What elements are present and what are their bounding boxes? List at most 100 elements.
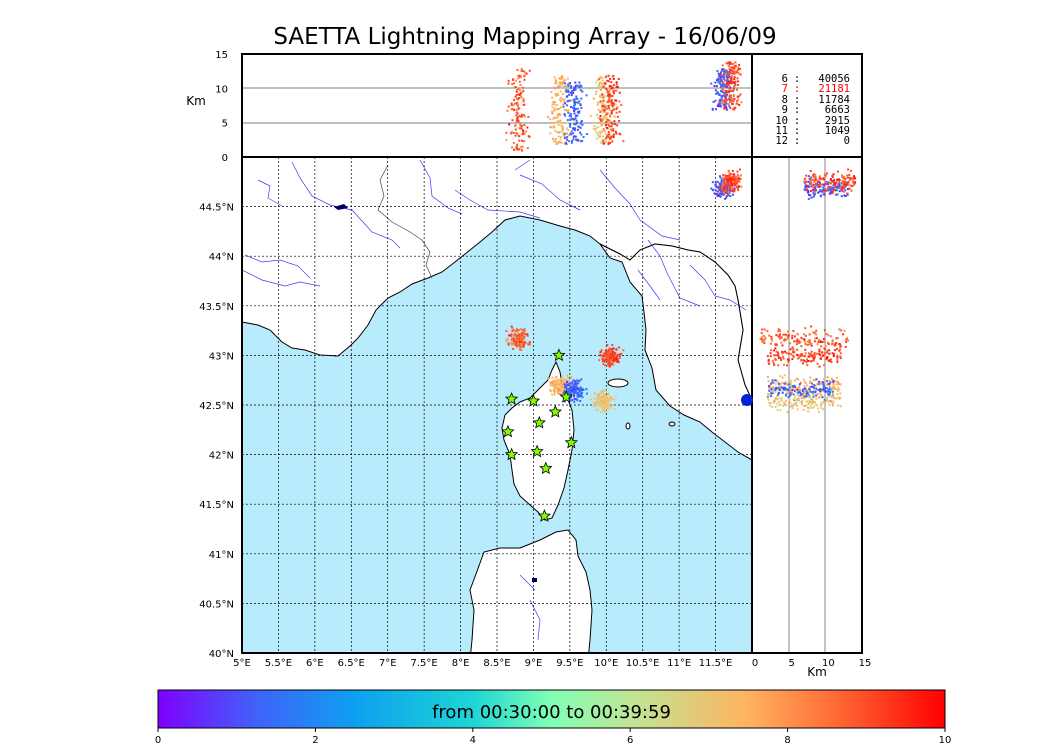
lon-tick-label: 9.5°E — [556, 658, 583, 669]
lightning-altitude-point — [595, 127, 598, 130]
lightning-altitude-point — [610, 95, 613, 98]
lightning-side-point — [788, 395, 791, 398]
lightning-side-point — [774, 357, 777, 360]
lightning-point — [605, 398, 608, 401]
lon-tick-label: 6°E — [306, 658, 324, 669]
lightning-side-point — [820, 383, 823, 386]
lightning-altitude-point — [577, 85, 580, 88]
lightning-point — [597, 399, 600, 402]
lightning-altitude-point — [723, 107, 726, 110]
lightning-altitude-point — [557, 135, 560, 138]
lightning-point — [569, 380, 572, 383]
lightning-point — [607, 359, 610, 362]
lightning-side-point — [836, 361, 839, 364]
lightning-altitude-point — [552, 140, 555, 143]
lightning-side-point — [823, 191, 826, 194]
lightning-point — [574, 385, 577, 388]
lightning-side-point — [806, 190, 809, 193]
lightning-altitude-point — [563, 136, 566, 139]
lightning-altitude-point — [516, 108, 519, 111]
lightning-point — [609, 404, 612, 407]
lightning-altitude-point — [718, 99, 721, 102]
lightning-altitude-point — [613, 120, 616, 123]
count-legend: 6:40056 7:21181 8:11784 9:6663 10:2915 11:104… — [756, 74, 860, 147]
lightning-altitude-point — [736, 102, 739, 105]
lightning-altitude-point — [613, 89, 616, 92]
lightning-point — [616, 358, 619, 361]
legend-row: 12:0 — [775, 135, 850, 148]
lightning-altitude-point — [612, 77, 615, 80]
lightning-altitude-point — [517, 87, 520, 90]
lightning-side-point — [777, 382, 780, 385]
lightning-altitude-point — [522, 103, 525, 106]
lightning-side-point — [840, 195, 843, 198]
lightning-altitude-point — [555, 108, 558, 111]
small-island — [668, 421, 676, 427]
lightning-side-point — [847, 339, 850, 342]
lightning-altitude-point — [518, 74, 521, 77]
lightning-side-point — [835, 181, 838, 184]
lightning-side-point — [836, 187, 839, 190]
map-grid — [242, 157, 752, 653]
lightning-side-point — [796, 357, 799, 360]
lightning-altitude-point — [571, 117, 574, 120]
lightning-altitude-point — [580, 85, 583, 88]
lightning-side-point — [822, 193, 825, 196]
lightning-side-point — [770, 349, 773, 352]
lightning-altitude-point — [601, 141, 604, 144]
lightning-altitude-point — [518, 115, 521, 118]
lightning-side-point — [820, 407, 823, 410]
lightning-point — [726, 179, 729, 182]
lightning-altitude-point — [551, 106, 554, 109]
lightning-altitude-point — [606, 118, 609, 121]
lightning-altitude-point — [732, 66, 735, 69]
lightning-point — [512, 342, 515, 345]
lightning-point — [728, 177, 731, 180]
lightning-altitude-point — [734, 61, 737, 64]
lightning-altitude-point — [525, 72, 528, 75]
lightning-side-point — [844, 338, 847, 341]
lightning-side-point — [805, 180, 808, 183]
lightning-point — [600, 411, 603, 414]
lightning-side-point — [821, 183, 824, 186]
lightning-side-point — [779, 387, 782, 390]
lightning-side-point — [841, 186, 844, 189]
lightning-altitude-point — [580, 97, 583, 100]
lightning-point — [598, 402, 601, 405]
lightning-point — [567, 391, 570, 394]
lightning-altitude-point — [506, 109, 509, 112]
lightning-point — [711, 181, 714, 184]
lightning-side-point — [774, 382, 777, 385]
lightning-altitude-point — [516, 112, 519, 115]
lightning-point — [605, 353, 608, 356]
lightning-side-point — [821, 351, 824, 354]
lightning-point — [722, 183, 725, 186]
lightning-side-point — [787, 382, 790, 385]
lightning-point — [602, 401, 605, 404]
lightning-altitude-point — [607, 92, 610, 95]
lightning-altitude-point — [603, 142, 606, 145]
lightning-point — [565, 374, 568, 377]
lightning-side-point — [822, 382, 825, 385]
lightning-point — [576, 387, 579, 390]
lightning-altitude-point — [721, 74, 724, 77]
lightning-altitude-point — [516, 143, 519, 146]
lightning-altitude-point — [560, 124, 563, 127]
lightning-side-point — [794, 402, 797, 405]
lightning-altitude-point — [572, 98, 575, 101]
lightning-side-point — [826, 180, 829, 183]
side-tick-label: 15 — [859, 658, 872, 669]
lightning-point — [508, 334, 511, 337]
lightning-side-point — [785, 387, 788, 390]
lightning-point — [559, 390, 562, 393]
lightning-side-point — [764, 337, 767, 340]
lightning-side-point — [809, 390, 812, 393]
lightning-point — [554, 387, 557, 390]
lightning-side-point — [786, 388, 789, 391]
lightning-side-point — [767, 380, 770, 383]
lightning-altitude-point — [563, 113, 566, 116]
lightning-side-point — [781, 391, 784, 394]
lightning-side-point — [833, 352, 836, 355]
lightning-altitude-point — [574, 101, 577, 104]
lightning-altitude-point — [574, 98, 577, 101]
